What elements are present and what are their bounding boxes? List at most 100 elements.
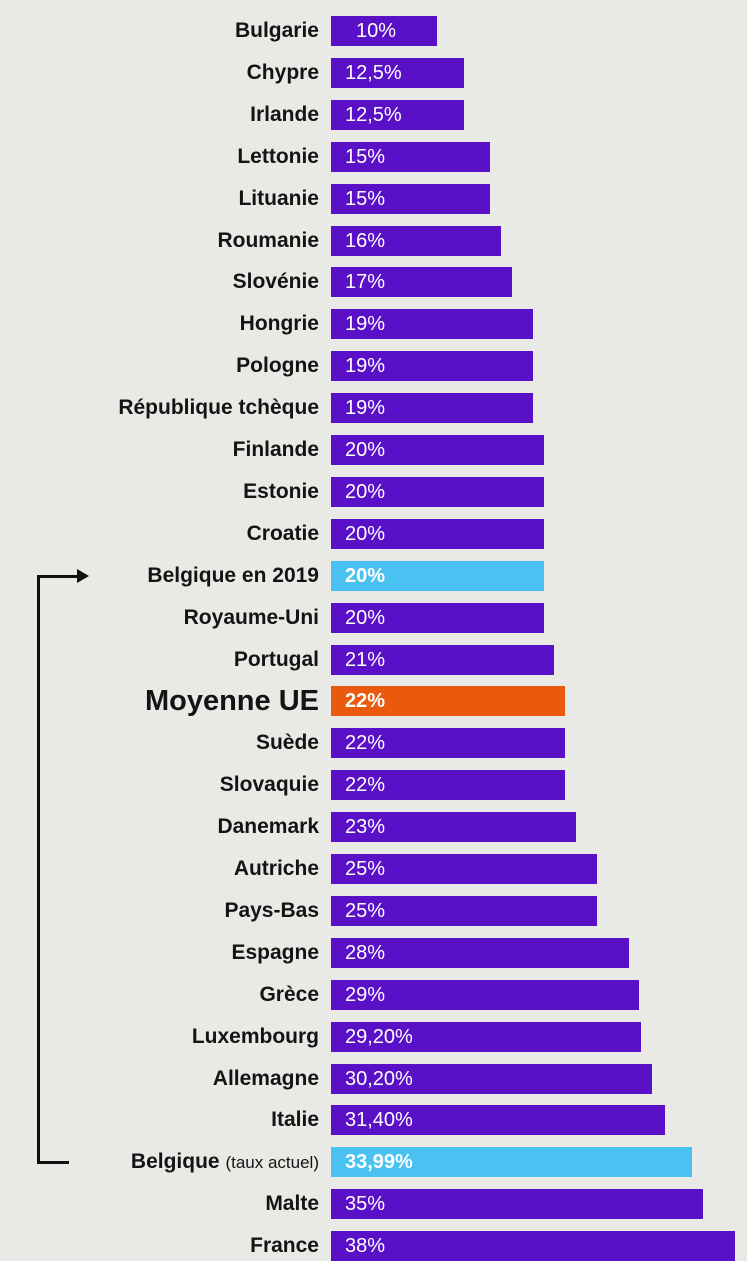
category-name: Suède: [255, 731, 319, 755]
bar: [331, 644, 555, 675]
category-label: Lituanie: [238, 184, 319, 214]
bar: [331, 476, 544, 507]
category-label: France: [250, 1231, 319, 1261]
bar: [331, 57, 464, 88]
value-label: 25%: [345, 858, 386, 880]
category-name: Luxembourg: [191, 1024, 319, 1048]
category-name: Slovénie: [232, 270, 319, 294]
category-name: Estonie: [243, 479, 319, 503]
category-label: Autriche: [234, 854, 319, 884]
bar: [331, 812, 576, 843]
bar: [331, 267, 512, 298]
category-name: Allemagne: [212, 1066, 319, 1090]
category-name: Italie: [271, 1108, 319, 1132]
category-label: Pays-Bas: [224, 896, 319, 926]
category-label: Roumanie: [217, 226, 319, 256]
value-label: 20%: [345, 606, 386, 629]
bar: [331, 393, 533, 424]
value-label: 31,40%: [345, 1109, 413, 1132]
connector-line-vertical: [37, 574, 40, 1164]
category-name: Hongrie: [239, 312, 319, 336]
value-label: 33,99%: [345, 1151, 413, 1174]
bar: [331, 225, 502, 256]
category-label: Malte: [265, 1189, 319, 1219]
value-label: 17%: [345, 271, 386, 294]
value-label: 29%: [345, 983, 386, 1006]
value-label: 16%: [345, 229, 386, 252]
value-label: 20%: [345, 439, 386, 461]
value-label: 23%: [345, 816, 386, 839]
category-name: Belgique en 2019: [147, 563, 319, 587]
category-name: Royaume-Uni: [183, 605, 319, 629]
value-label: 15%: [345, 145, 386, 168]
category-name: Pologne: [236, 354, 319, 378]
bar: [331, 1189, 704, 1220]
category-name: Lettonie: [237, 144, 319, 168]
value-label: 22%: [345, 690, 386, 713]
bar: [331, 560, 544, 591]
category-label: Belgique (taux actuel): [131, 1147, 319, 1178]
value-label: 38%: [345, 1235, 386, 1258]
category-name: Chypre: [246, 60, 319, 84]
bar: [331, 141, 491, 172]
category-name: Moyenne UE: [144, 685, 319, 718]
value-label: 25%: [345, 899, 386, 922]
category-name: Finlande: [232, 438, 319, 461]
connector-line-top: [37, 574, 79, 578]
category-name: Bulgarie: [234, 19, 319, 42]
bar: [331, 351, 533, 382]
bar: [331, 1105, 665, 1136]
value-label: 19%: [345, 397, 386, 420]
category-label: Suède: [256, 728, 319, 758]
category-label: Belgique en 2019: [147, 561, 319, 591]
bar: [331, 686, 565, 717]
category-label: Italie: [271, 1105, 319, 1135]
connector-line-bottom: [37, 1161, 69, 1165]
category-name: Grèce: [259, 982, 319, 1006]
bar: [331, 1147, 693, 1178]
category-label: Lettonie: [237, 142, 319, 172]
value-label: 12,5%: [345, 103, 402, 126]
category-label: Irlande: [250, 100, 319, 130]
category-label: Allemagne: [213, 1064, 319, 1094]
category-label: République tchèque: [118, 393, 319, 423]
category-label: Chypre: [247, 58, 319, 88]
value-label: 22%: [345, 732, 386, 755]
category-name: Roumanie: [217, 228, 319, 252]
value-label: 15%: [345, 187, 386, 210]
category-label: Finlande: [233, 435, 319, 465]
category-name: Pays-Bas: [224, 898, 319, 922]
value-label: 20%: [345, 522, 386, 545]
category-name: Slovaquie: [219, 773, 319, 797]
category-name: Espagne: [231, 940, 319, 964]
category-label: Slovaquie: [220, 770, 319, 800]
bar: [331, 99, 464, 130]
category-name: Irlande: [250, 102, 319, 126]
arrow-head-icon: [77, 569, 89, 584]
category-name: Lituanie: [238, 186, 319, 210]
category-label: Slovénie: [233, 267, 319, 297]
value-label: 12,5%: [345, 61, 402, 84]
bar: [331, 1231, 735, 1261]
bar: [331, 937, 629, 968]
category-label: Bulgarie: [235, 16, 319, 46]
value-label: 10%: [356, 20, 397, 42]
bar: [331, 895, 597, 926]
category-label: Luxembourg: [192, 1022, 319, 1052]
category-name: Autriche: [233, 857, 319, 880]
category-name: République tchèque: [118, 396, 319, 420]
bar: [331, 1063, 653, 1094]
category-name: Danemark: [217, 815, 319, 839]
category-label: Estonie: [243, 477, 319, 507]
category-name: France: [250, 1234, 319, 1258]
bar: [331, 309, 533, 340]
bar: [331, 979, 640, 1010]
category-name: Malte: [265, 1192, 319, 1216]
category-name: Portugal: [233, 647, 319, 671]
category-label: Pologne: [236, 351, 319, 381]
bar: [331, 435, 544, 465]
bar: [331, 728, 565, 759]
value-label: 19%: [345, 355, 386, 378]
category-label: Portugal: [234, 645, 319, 675]
